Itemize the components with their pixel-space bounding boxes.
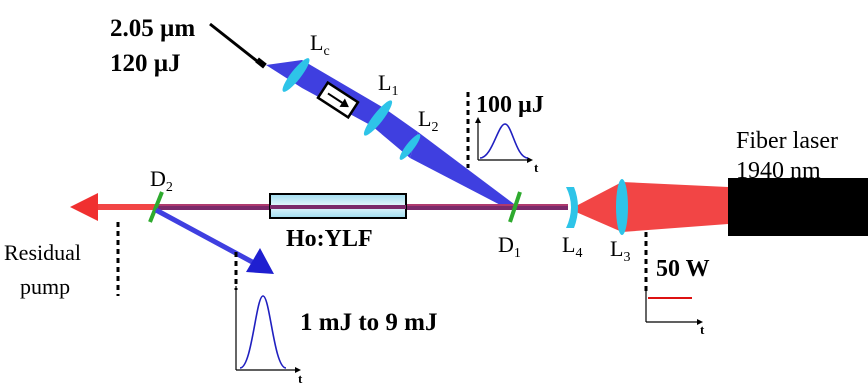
l1-label: L1 <box>378 70 398 99</box>
pump-beam-focusing <box>576 182 622 232</box>
lens-l1 <box>363 100 393 136</box>
l4-label: L4 <box>562 232 582 261</box>
lens-l3 <box>616 179 628 235</box>
output-pulse-inset <box>235 286 301 373</box>
seed-beam-converging <box>410 132 514 210</box>
l2-label: L2 <box>418 106 438 135</box>
residual-pump-label-line1: Residual <box>4 240 81 265</box>
fiber-laser-box <box>728 178 868 236</box>
input-energy-label: 120 µJ <box>110 50 181 77</box>
pump-time-axis-label: t <box>700 322 705 337</box>
dichroic-d1 <box>508 191 522 223</box>
dichroic-d2 <box>148 191 164 223</box>
lens-lc <box>282 58 310 92</box>
crystal-label: Ho:YLF <box>286 226 373 252</box>
d2-label: D2 <box>150 166 173 195</box>
input-fiber-line <box>209 22 263 67</box>
residual-pump-label-line2: pump <box>20 274 70 299</box>
residual-pump-arrowhead <box>70 193 98 221</box>
seed-pulse-inset <box>475 117 533 163</box>
pump-cw-inset <box>645 286 703 325</box>
seed-time-axis-label: t <box>534 160 539 175</box>
seed-energy-label: 100 µJ <box>476 92 544 118</box>
output-energy-label: 1 mJ to 9 mJ <box>300 309 437 336</box>
pump-power-label: 50 W <box>656 256 710 282</box>
lc-label: Lc <box>310 30 330 59</box>
optical-isolator <box>316 80 360 120</box>
lens-l2 <box>399 134 421 160</box>
output-beam <box>154 207 258 267</box>
pump-beam-collimated <box>622 182 728 232</box>
d1-label: D1 <box>498 232 521 261</box>
output-time-axis-label: t <box>298 371 303 385</box>
fiber-laser-label-line1: Fiber laser <box>736 128 838 154</box>
l3-label: L3 <box>610 236 630 265</box>
fiber-laser-label-line2: 1940 nm <box>736 158 821 184</box>
input-wavelength-label: 2.05 µm <box>110 15 195 42</box>
input-fiber-tip <box>255 57 267 69</box>
lens-l4 <box>566 187 578 228</box>
output-beam-arrowhead <box>246 248 274 274</box>
